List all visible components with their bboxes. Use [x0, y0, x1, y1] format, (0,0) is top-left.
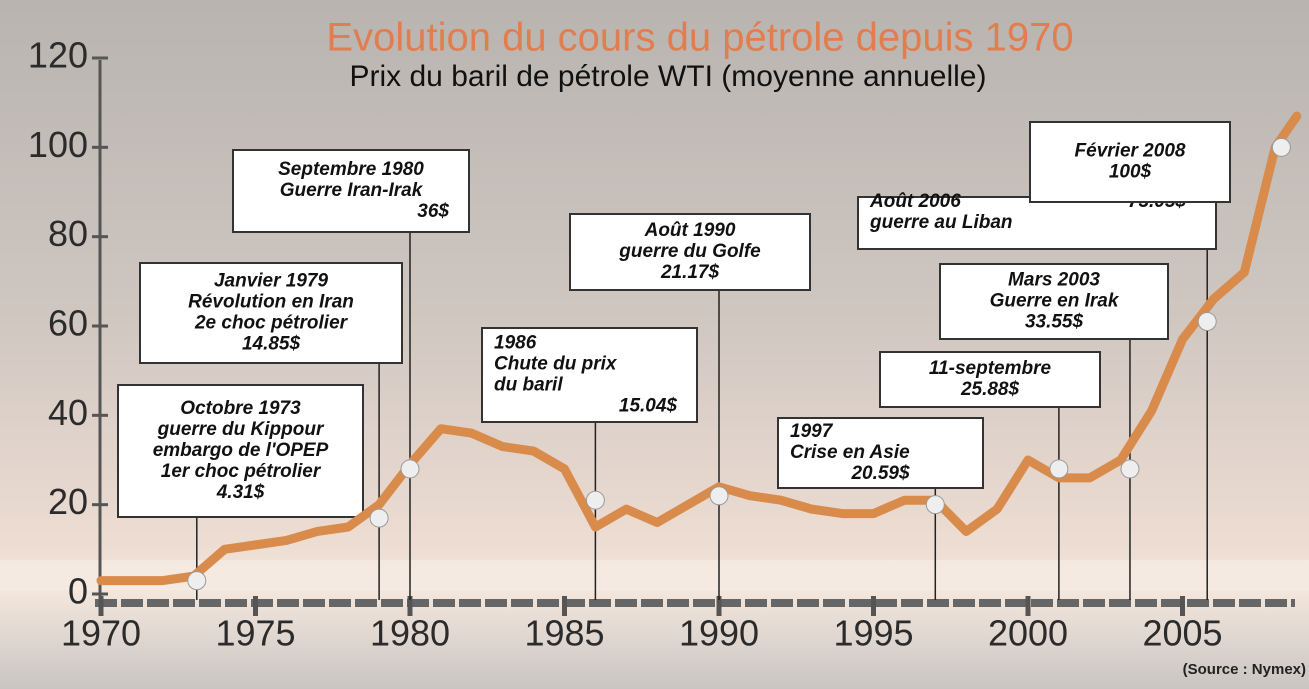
marker [400, 459, 420, 479]
annotation-box [879, 351, 1101, 408]
marker [1120, 459, 1140, 479]
y-tick-label: 40 [48, 392, 88, 433]
annotation-text: 33.55$ [1025, 312, 1084, 333]
y-tick-label: 120 [28, 35, 88, 76]
annotation-text: guerre du Kippour [157, 419, 325, 440]
x-tick-label: 1975 [215, 613, 295, 654]
marker [709, 486, 729, 506]
y-tick-label: 60 [48, 303, 88, 344]
annotation-text: Septembre 1980 [278, 159, 424, 180]
x-tick-label: 1990 [679, 613, 759, 654]
annotation-text: Août 1990 [644, 220, 736, 241]
annotation-text: 36$ [417, 201, 449, 222]
marker [187, 571, 207, 591]
annotation-box [1029, 121, 1231, 203]
annotation-box [777, 417, 984, 489]
y-tick-label: 0 [68, 571, 88, 612]
y-tick-label: 20 [48, 481, 88, 522]
annotation-text: Chute du prix [494, 354, 618, 375]
y-tick-label: 80 [48, 213, 88, 254]
chart-subtitle: Prix du baril de pétrole WTI (moyenne an… [350, 60, 987, 93]
marker [925, 495, 945, 515]
annotation-box [857, 196, 1217, 250]
annotation-text: Janvier 1979 [214, 271, 329, 292]
annotation-text: 21.17$ [660, 262, 720, 283]
marker [585, 490, 605, 510]
annotation-box [939, 263, 1169, 340]
annotation-text: guerre du Golfe [618, 241, 761, 262]
x-tick-label: 1995 [833, 613, 913, 654]
annotation-text: Révolution en Iran [188, 292, 354, 313]
source: (Source : Nymex) [1183, 661, 1306, 678]
annotation-text: 25.88$ [960, 379, 1020, 400]
marker [369, 508, 389, 528]
annotation-text: Août 2006 [869, 191, 961, 212]
annotation-box [481, 327, 698, 423]
x-tick-label: 1970 [61, 613, 141, 654]
x-tick-label: 1985 [524, 613, 604, 654]
annotation-text: 15.04$ [619, 396, 678, 417]
annotation-text: 100$ [1109, 162, 1152, 183]
annotation-text: 1986 [494, 333, 537, 354]
annotation-text: 20.59$ [850, 463, 910, 484]
annotation-box [139, 262, 403, 364]
annotation-box [569, 213, 811, 291]
x-tick-label: 1980 [370, 613, 450, 654]
x-tick-label: 2000 [988, 613, 1068, 654]
annotation-text: 14.85$ [242, 334, 301, 355]
annotation-text: 2e choc pétrolier [194, 313, 349, 334]
annotation-box [232, 149, 470, 233]
x-tick-label: 2005 [1142, 613, 1222, 654]
annotation-text: Mars 2003 [1008, 270, 1100, 291]
annotation-text: guerre au Liban [869, 212, 1013, 233]
annotation-text: 1er choc pétrolier [161, 461, 322, 482]
marker [1049, 459, 1069, 479]
horizon [0, 560, 1309, 590]
annotation-text: du baril [494, 375, 563, 396]
marker [1271, 137, 1291, 157]
annotation-text: 11-septembre [929, 358, 1052, 379]
price-line [96, 111, 1302, 586]
annotation-text: Février 2008 [1075, 141, 1186, 162]
annotation-text: Crise en Asie [790, 442, 910, 463]
annotation-box [117, 384, 364, 518]
annotation-text: Guerre en Irak [990, 291, 1120, 312]
annotation-text: Octobre 1973 [180, 398, 301, 419]
annotation-text: 4.31$ [216, 482, 265, 503]
marker [1197, 312, 1217, 332]
annotation-text: 1997 [790, 421, 834, 442]
chart-title: Evolution du cours du pétrole depuis 197… [326, 16, 1073, 60]
annotation-text: Guerre Iran-Irak [280, 180, 424, 201]
y-tick-label: 100 [28, 124, 88, 165]
annotation-text: embargo de l'OPEP [153, 440, 329, 461]
